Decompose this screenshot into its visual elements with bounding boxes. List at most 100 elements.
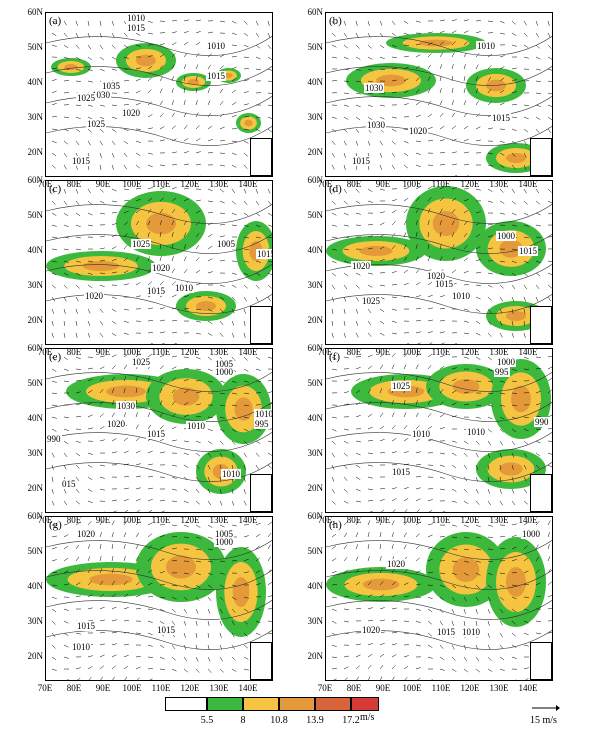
wind-vector: [51, 67, 57, 70]
map-panel-b: 1010 1030 1030 1020 1015 1015 (b): [325, 12, 553, 177]
wind-vector: [219, 572, 225, 575]
wind-vector: [195, 88, 198, 94]
wind-vector: [267, 224, 272, 227]
wind-vector: [111, 388, 115, 394]
wind-vector: [511, 296, 515, 302]
wind-vector: [451, 41, 456, 46]
wind-vector: [343, 488, 348, 493]
wind-vector: [367, 44, 372, 49]
wind-vector: [135, 475, 141, 478]
wind-vector: [343, 128, 348, 133]
wind-vector: [111, 643, 117, 646]
reference-vector-arrow: [530, 700, 560, 718]
isobar-label: 1020: [408, 126, 428, 136]
wind-vector: [499, 212, 505, 215]
wind-vector: [255, 224, 261, 228]
wind-vector: [547, 92, 552, 95]
wind-vector: [439, 126, 445, 130]
wind-vector: [195, 308, 201, 311]
wind-vector: [367, 594, 373, 598]
latitude-label: 30N: [27, 616, 44, 626]
wind-vector: [487, 644, 491, 650]
wind-vector: [331, 32, 336, 37]
wind-vector: [51, 404, 57, 407]
wind-vector: [51, 32, 57, 36]
wind-vector: [99, 212, 105, 215]
wind-vector: [63, 545, 69, 550]
panel-label: (g): [49, 519, 62, 531]
wind-vector: [183, 244, 187, 250]
wind-vector: [475, 113, 480, 118]
wind-vector: [547, 414, 552, 418]
wind-vector: [243, 236, 249, 239]
wind-vector: [439, 414, 445, 418]
isobar-label: 990: [534, 417, 550, 427]
isobar-label: 1015: [76, 621, 96, 631]
wind-vector: [463, 257, 469, 262]
wind-vector: [463, 163, 469, 166]
wind-vector: [415, 20, 421, 23]
wind-vector: [111, 499, 117, 502]
wind-vector: [535, 390, 541, 394]
wind-vector: [135, 188, 141, 190]
wind-vector: [355, 608, 361, 610]
wind-vector: [111, 532, 114, 538]
wind-vector: [343, 556, 348, 562]
wind-vector: [511, 500, 516, 506]
wind-vector: [403, 32, 409, 36]
wind-vector: [523, 332, 526, 338]
wind-vector: [87, 56, 93, 61]
wind-vector: [439, 644, 444, 649]
wind-vector: [355, 200, 361, 204]
wind-vector: [475, 452, 479, 458]
longitude-label: 110E: [151, 179, 171, 189]
wind-vector: [183, 390, 189, 394]
wind-vector: [511, 572, 517, 574]
wind-vector: [331, 236, 337, 239]
wind-vector: [195, 244, 200, 250]
wind-vector: [427, 88, 431, 94]
wind-vector: [75, 416, 81, 418]
wind-vector: [535, 356, 541, 358]
wind-vector: [123, 520, 128, 526]
wind-vector: [427, 571, 433, 574]
wind-vector: [243, 535, 249, 538]
wind-vector: [475, 234, 481, 238]
wind-vector: [487, 152, 493, 155]
wind-vector: [147, 424, 152, 430]
longitude-label: 120E: [460, 515, 480, 525]
wind-vector: [195, 332, 201, 335]
longitude-label: 90E: [375, 347, 391, 357]
wind-vector: [463, 64, 466, 70]
wind-vector: [415, 232, 418, 238]
wind-vector: [63, 464, 67, 470]
wind-vector: [391, 451, 397, 454]
wind-vector: [403, 164, 409, 169]
wind-vector: [231, 164, 237, 168]
isobar: [46, 629, 272, 650]
wind-vector: [427, 53, 432, 58]
wind-vector: [207, 632, 210, 638]
wind-vector: [451, 187, 457, 190]
wind-vector: [475, 139, 481, 142]
wind-vector: [135, 666, 141, 670]
wind-vector: [87, 20, 90, 26]
wind-vector: [87, 521, 92, 526]
wind-vector: [87, 116, 93, 120]
wind-vector: [439, 668, 445, 671]
wind-vector: [171, 64, 175, 70]
wind-vector: [547, 284, 552, 289]
wind-vector: [523, 224, 529, 227]
wind-vector: [147, 463, 153, 466]
wind-vector: [207, 380, 213, 383]
wind-vector: [487, 127, 493, 130]
wind-vector: [475, 20, 481, 22]
wind-vector: [111, 20, 114, 26]
wind-vector: [451, 30, 457, 34]
wind-vector: [51, 115, 57, 118]
isobar-label: 1010: [126, 13, 146, 23]
wind-vector: [523, 32, 528, 37]
wind-vector: [255, 570, 261, 574]
wind-vector: [331, 200, 336, 205]
wind-vector: [463, 488, 468, 493]
